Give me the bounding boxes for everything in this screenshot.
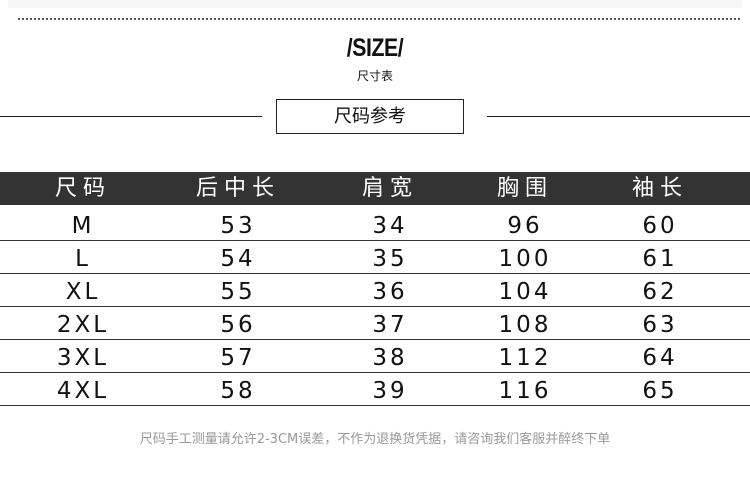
top-band [8, 0, 742, 8]
table-cell: 34 [372, 213, 408, 239]
table-cell: 57 [220, 345, 256, 371]
table-cell: 56 [220, 312, 256, 338]
table-cell: 39 [372, 378, 408, 404]
column-header: 胸围 [496, 176, 553, 201]
dotted-divider [18, 18, 740, 20]
table-cell: 3XL [56, 345, 110, 371]
table-row: 3XL 57 38 112 64 [0, 340, 750, 373]
table-cell: 55 [220, 279, 256, 305]
table-cell: 4XL [56, 378, 110, 404]
table-cell: 36 [372, 279, 408, 305]
size-subtitle: 尺寸表 [356, 69, 393, 83]
column-header: 尺码 [54, 176, 111, 201]
table-cell: 112 [498, 345, 552, 371]
table-cell: 63 [642, 312, 678, 338]
table-cell: 38 [372, 345, 408, 371]
table-cell: 61 [642, 246, 678, 272]
table-cell: 2XL [56, 312, 110, 338]
table-cell: 37 [372, 312, 408, 338]
table-cell: 100 [498, 246, 552, 272]
table-cell: 62 [642, 279, 678, 305]
size-title: /SIZE/ [346, 34, 404, 62]
table-row: 2XL 56 37 108 63 [0, 307, 750, 340]
table-cell: 60 [642, 213, 678, 239]
table-cell: 116 [498, 378, 552, 404]
table-cell: L [75, 246, 91, 272]
column-header: 袖长 [631, 176, 688, 201]
table-cell: 54 [220, 246, 256, 272]
table-cell: M [71, 213, 95, 239]
column-header: 后中长 [195, 176, 280, 201]
table-row: 4XL 58 39 116 65 [0, 373, 750, 406]
column-header: 肩宽 [361, 176, 418, 201]
section-label: 尺码参考 [276, 99, 464, 134]
table-row: L 54 35 100 61 [0, 241, 750, 274]
right-divider [487, 116, 750, 117]
table-cell: 96 [507, 213, 543, 239]
table-cell: 58 [220, 378, 256, 404]
table-cell: 108 [498, 312, 552, 338]
table-cell: 35 [372, 246, 408, 272]
table-cell: 104 [498, 279, 552, 305]
table-cell: XL [65, 279, 101, 305]
table-header: 尺码 后中长 肩宽 胸围 袖长 [0, 172, 750, 205]
table-cell: 64 [642, 345, 678, 371]
table-row: M 53 34 96 60 [0, 208, 750, 241]
left-divider [0, 116, 262, 117]
table-cell: 65 [642, 378, 678, 404]
table-row: XL 55 36 104 62 [0, 274, 750, 307]
table-cell: 53 [220, 213, 256, 239]
footnote: 尺码手工测量请允许2-3CM误差，不作为退换货凭据，请咨询我们客服并醉终下单 [139, 432, 611, 447]
